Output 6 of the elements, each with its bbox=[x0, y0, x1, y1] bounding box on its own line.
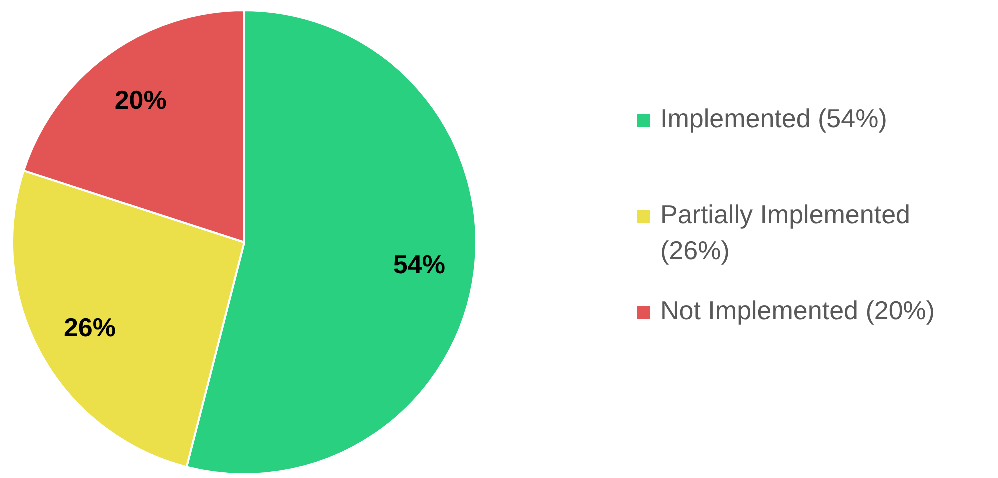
data-label: 26% bbox=[64, 312, 116, 342]
legend-label: Not Implemented (20%) bbox=[660, 296, 936, 326]
legend-label: Partially Implemented (26%) bbox=[660, 200, 910, 266]
data-label: 20% bbox=[114, 84, 167, 115]
legend-label: Implemented (54%) bbox=[660, 104, 888, 134]
data-label: 54% bbox=[393, 250, 446, 280]
